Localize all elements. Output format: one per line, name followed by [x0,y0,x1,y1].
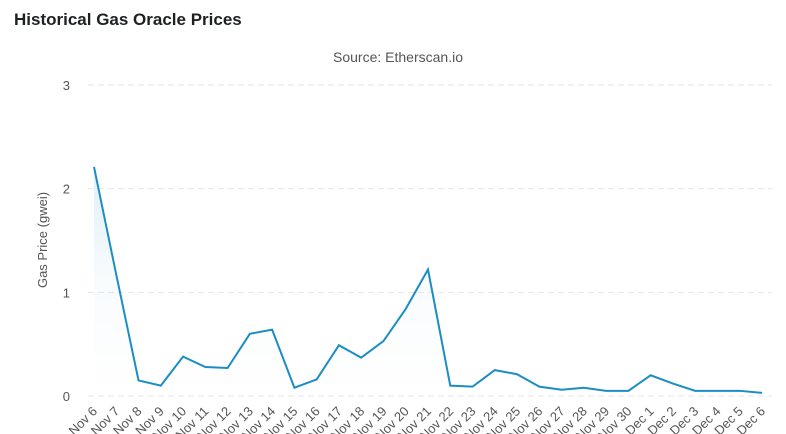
data-point[interactable] [537,385,541,389]
data-point[interactable] [226,366,230,370]
area-fill [94,166,762,396]
data-point[interactable] [448,384,452,388]
data-point[interactable] [671,382,675,386]
data-point[interactable] [137,378,141,382]
data-point[interactable] [92,165,96,169]
data-point[interactable] [515,372,519,376]
y-axis-label: Gas Price (gwei) [35,192,50,288]
data-point[interactable] [649,373,653,377]
data-point[interactable] [337,343,341,347]
data-point[interactable] [626,389,630,393]
data-point[interactable] [159,384,163,388]
data-point[interactable] [715,389,719,393]
data-point[interactable] [114,273,118,277]
data-point[interactable] [381,339,385,343]
data-point[interactable] [270,328,274,332]
data-point[interactable] [738,389,742,393]
page-title: Historical Gas Oracle Prices [14,10,242,29]
data-point[interactable] [604,389,608,393]
data-point[interactable] [426,268,430,272]
data-point[interactable] [292,386,296,390]
data-point[interactable] [693,389,697,393]
data-point[interactable] [493,368,497,372]
chart-subtitle: Source: Etherscan.io [333,49,463,65]
y-tick-label: 3 [63,78,70,93]
series-line [93,166,763,394]
data-point[interactable] [582,386,586,390]
data-point[interactable] [760,391,764,395]
y-tick-label: 0 [63,389,70,404]
data-point[interactable] [203,365,207,369]
data-point[interactable] [359,356,363,360]
data-point[interactable] [471,385,475,389]
y-tick-label: 1 [63,285,70,300]
data-point[interactable] [248,332,252,336]
data-point[interactable] [181,355,185,359]
y-tick-label: 2 [63,182,70,197]
data-point[interactable] [404,307,408,311]
data-point[interactable] [560,388,564,392]
data-point[interactable] [315,377,319,381]
